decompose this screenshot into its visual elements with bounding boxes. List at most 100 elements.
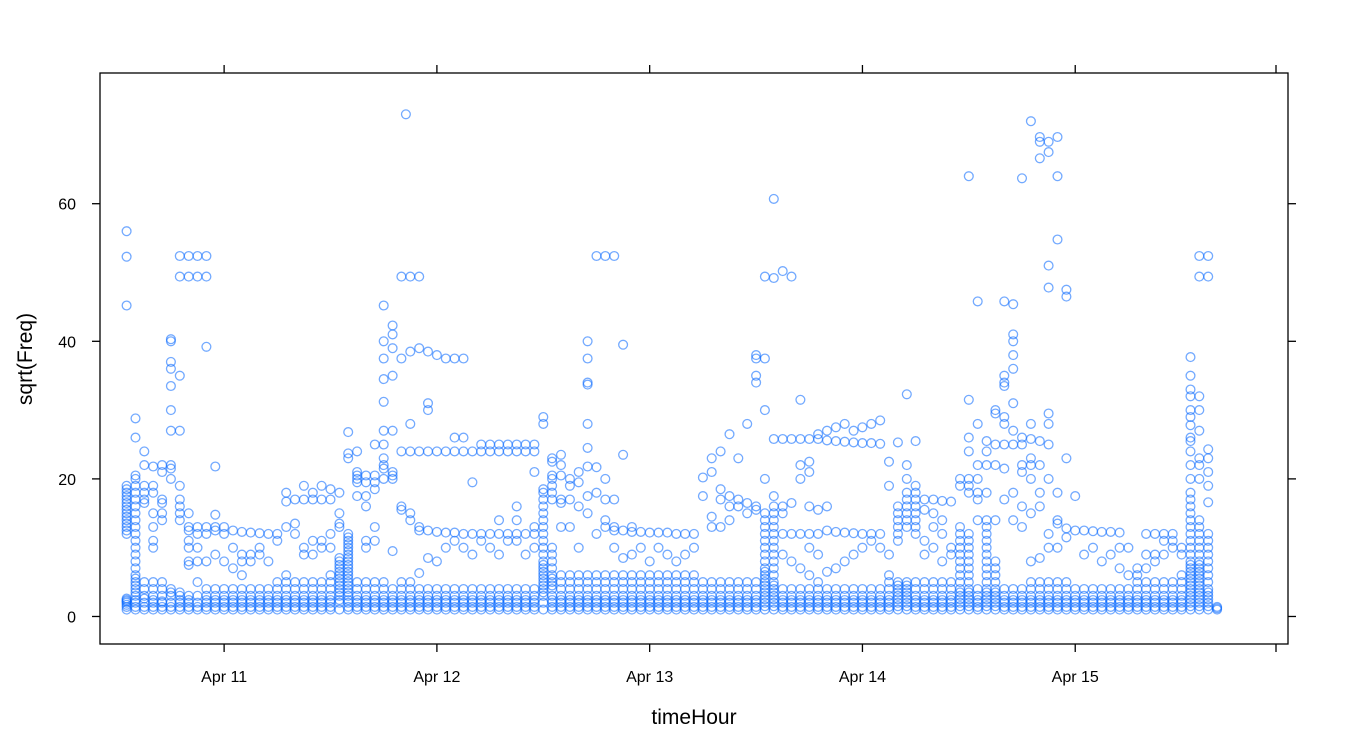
data-point	[1203, 535, 1214, 546]
data-point	[148, 521, 159, 533]
data-point	[174, 501, 185, 512]
data-point	[866, 583, 877, 595]
data-point	[529, 601, 540, 612]
data-point	[165, 334, 176, 345]
data-point	[999, 439, 1010, 450]
data-point	[378, 577, 389, 588]
data-point	[165, 405, 176, 416]
data-point	[777, 528, 788, 539]
data-point	[485, 542, 496, 553]
data-point	[281, 496, 292, 507]
data-point	[343, 535, 354, 546]
data-point	[1008, 439, 1019, 450]
data-point	[830, 526, 841, 537]
data-point	[148, 535, 159, 546]
data-point	[1194, 521, 1205, 533]
data-point	[289, 528, 301, 539]
data-point	[1194, 405, 1205, 416]
data-point	[352, 491, 363, 502]
data-point	[511, 583, 522, 595]
data-point	[1185, 473, 1196, 484]
data-point	[343, 559, 354, 570]
data-point	[130, 515, 141, 526]
data-point	[1061, 291, 1072, 302]
data-point	[467, 477, 478, 488]
data-point	[360, 501, 372, 512]
data-point	[174, 271, 185, 282]
data-point	[751, 501, 762, 512]
data-point	[821, 525, 833, 536]
data-point	[174, 250, 185, 262]
data-point	[759, 473, 770, 484]
data-point	[121, 525, 132, 536]
data-point	[839, 436, 850, 447]
data-point	[759, 566, 770, 577]
data-point	[520, 549, 531, 560]
data-point	[1149, 549, 1161, 560]
data-point	[1167, 528, 1178, 539]
data-point	[476, 535, 487, 546]
data-point	[582, 442, 593, 453]
data-point	[493, 515, 505, 526]
data-point	[928, 521, 939, 533]
data-point	[804, 570, 815, 581]
data-point	[990, 570, 1001, 581]
data-point	[1034, 131, 1045, 143]
data-point	[458, 583, 469, 595]
data-point	[804, 528, 815, 539]
data-point	[875, 415, 886, 426]
data-point	[795, 473, 806, 484]
data-point	[688, 570, 700, 581]
data-point	[272, 528, 283, 539]
data-point	[1016, 521, 1028, 533]
data-point	[742, 497, 753, 509]
data-point	[174, 370, 185, 381]
data-point	[609, 542, 620, 553]
data-point	[892, 528, 903, 539]
data-point	[414, 568, 425, 579]
data-point	[981, 535, 992, 546]
data-point	[1185, 352, 1196, 363]
data-point	[121, 226, 132, 237]
data-point	[1061, 532, 1072, 543]
data-point	[157, 508, 168, 519]
data-point	[795, 433, 806, 445]
data-point	[538, 515, 549, 526]
data-point	[742, 508, 753, 519]
data-point	[857, 422, 868, 433]
data-point	[751, 350, 762, 361]
data-point	[1025, 418, 1036, 429]
data-point	[1203, 271, 1214, 282]
data-point	[866, 438, 877, 449]
data-point	[227, 563, 239, 574]
data-point	[990, 515, 1001, 526]
data-point	[325, 528, 336, 539]
data-point	[263, 583, 274, 595]
data-point	[449, 446, 460, 457]
data-point	[999, 418, 1010, 429]
data-point	[405, 508, 416, 519]
data-point	[901, 460, 912, 471]
data-point	[733, 453, 744, 464]
data-point	[724, 501, 735, 512]
data-point	[1025, 473, 1036, 484]
data-point	[1008, 515, 1019, 526]
data-point	[813, 577, 824, 588]
data-point	[972, 473, 983, 484]
data-point	[990, 460, 1001, 471]
data-point	[121, 497, 132, 509]
data-point	[1008, 425, 1019, 436]
data-point	[662, 549, 673, 560]
data-point	[830, 563, 841, 574]
data-point	[564, 473, 575, 484]
data-point	[1185, 370, 1196, 381]
data-point	[325, 601, 336, 612]
data-point	[848, 583, 859, 595]
data-point	[254, 528, 265, 539]
data-point	[493, 549, 505, 560]
data-point	[848, 425, 859, 436]
data-point	[387, 329, 398, 340]
data-point	[1194, 391, 1205, 402]
data-point	[1025, 508, 1036, 519]
data-point	[343, 570, 354, 581]
